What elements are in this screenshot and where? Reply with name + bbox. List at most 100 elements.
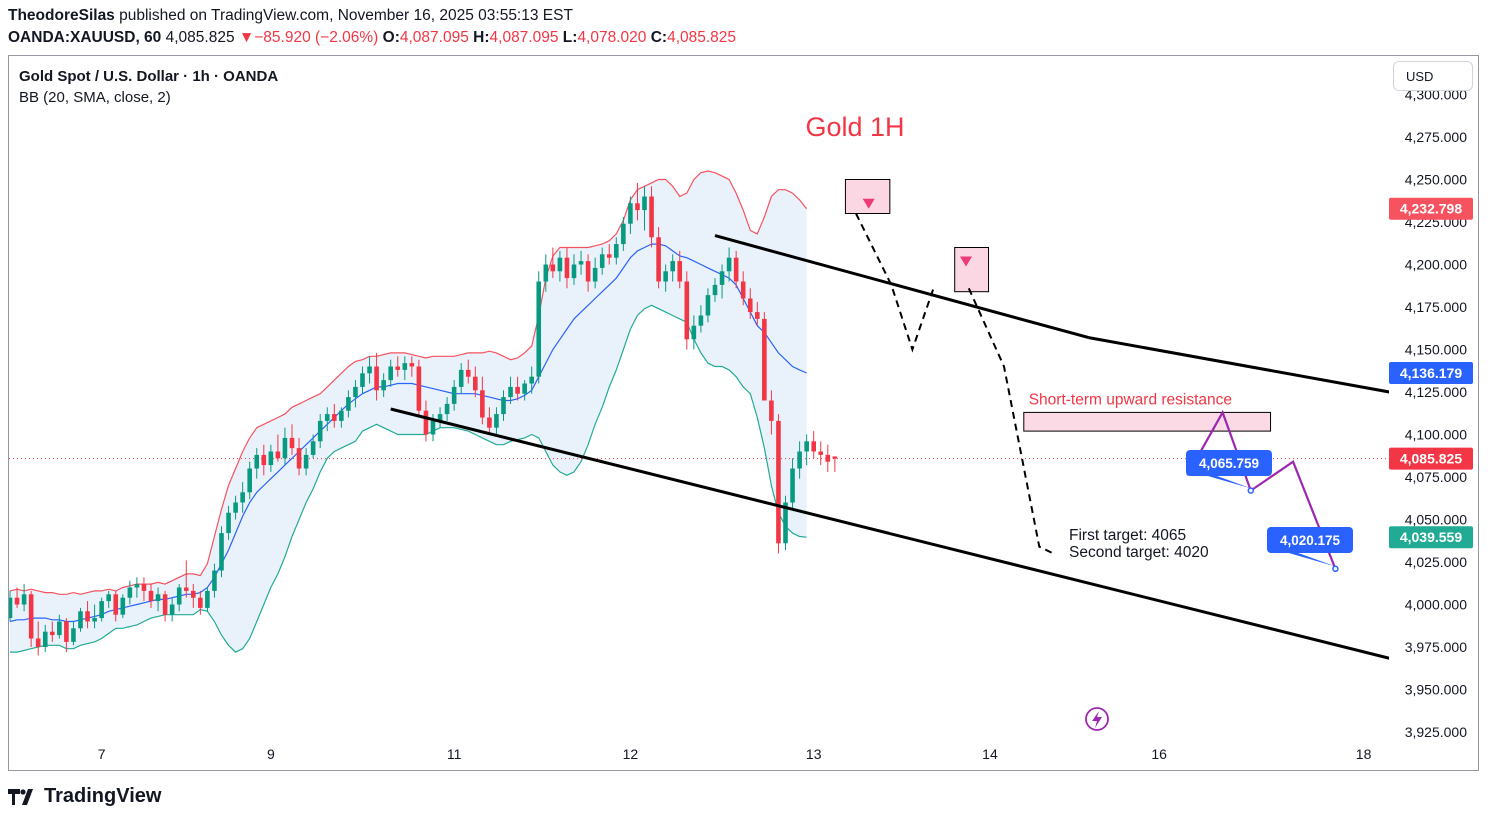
candle [176,584,182,612]
candle-body [254,454,260,469]
candle-body [57,621,62,636]
down-arrow-marker-1 [862,198,875,209]
candle [416,359,422,418]
candle [92,604,97,629]
lightning-icon [1085,707,1109,731]
candle-body [71,628,76,642]
candle [480,376,485,425]
tradingview-logo[interactable]: TradingView [8,785,161,808]
price-tick-label: 4,075.000 [1405,469,1467,485]
candle [339,407,344,428]
candle-body [310,441,316,455]
currency-button[interactable]: USD [1393,61,1473,91]
candle-body [416,366,422,411]
candle-body [64,621,69,642]
candle-body [42,631,48,647]
candle [289,424,295,455]
close-label: C: [650,29,668,46]
candle [487,407,492,435]
candle-body [50,631,55,636]
symbol-info-line: OANDA:XAUUSD, 60 4,085.825 ▼−85.920 (−2.… [8,29,736,47]
candle [740,271,746,306]
candle [268,444,274,472]
candle [254,448,260,479]
chart-legend-title: Gold Spot / U.S. Dollar · 1h · OANDA [19,68,279,85]
lightning-icon-circle [1085,707,1109,731]
candle [825,444,831,472]
candle [649,186,654,248]
price-label-text: 4,136.179 [1400,365,1462,381]
price-tick-label: 4,025.000 [1405,554,1467,570]
candle [818,441,824,466]
candle [529,366,534,394]
candle [162,590,168,622]
top-pattern-box-1 [844,179,891,214]
candle [141,577,147,602]
candle [247,461,252,500]
candle-body [444,403,450,415]
candle [78,607,83,632]
candle [776,414,781,554]
open-value: 4,087.095 [399,29,469,46]
price-tick-label: 4,250.000 [1405,172,1467,188]
candle-body [571,264,577,279]
candle-body [198,597,203,608]
tradingview-logo-icon [8,788,33,805]
candle-body [99,601,104,619]
candle-body [388,366,393,381]
candle [628,196,633,234]
candle [494,407,499,435]
candle [14,587,20,608]
candle-body [649,196,654,238]
candle-body [599,254,605,268]
author-name[interactable]: TheodoreSilas [8,7,115,24]
candle-body [212,570,217,591]
high-label: H: [473,29,490,46]
candle-body [698,315,704,326]
symbol-name[interactable]: OANDA:XAUUSD, 60 [8,29,162,46]
candle [85,601,90,629]
time-tick-label: 12 [623,746,639,762]
price-tick-label: 4,175.000 [1405,299,1467,315]
candle-body [317,420,323,442]
trendline-lower-channel [390,407,1389,660]
candle [240,482,245,513]
candle [317,414,323,449]
published-text: published on TradingView.com, November 1… [119,7,573,24]
candle [120,594,126,619]
candle-body [515,386,520,394]
candle-body [155,594,161,602]
candle [367,356,372,384]
candle [64,618,69,653]
candle-body [451,386,457,404]
candle-body [762,318,767,401]
candle [635,182,640,221]
candle-body [726,257,732,272]
target-badge-1-text: 4,065.759 [1199,456,1259,471]
resistance-label: Short-term upward resistance [1029,391,1232,408]
candle [712,278,718,302]
candle-body [282,437,288,459]
candle [106,590,111,608]
target-badge-2-text: 4,020.175 [1280,533,1341,548]
candle [550,247,556,279]
candle-body [501,397,506,415]
candle-body [705,295,711,316]
candle [374,352,379,401]
candle [733,250,739,289]
candle-body [113,594,119,615]
indicator-legend[interactable]: BB (20, SMA, close, 2) [19,89,171,106]
candle [275,434,281,462]
candle-body [275,451,281,459]
candle-body [395,366,401,370]
candle-body [536,281,542,377]
candle-body [409,363,415,367]
candle-body [621,223,626,245]
candle-body [148,590,154,602]
candle [148,584,154,608]
trendline-channel-mid [714,234,1090,340]
candle [99,597,104,622]
candle [360,366,365,394]
candle [747,288,753,319]
